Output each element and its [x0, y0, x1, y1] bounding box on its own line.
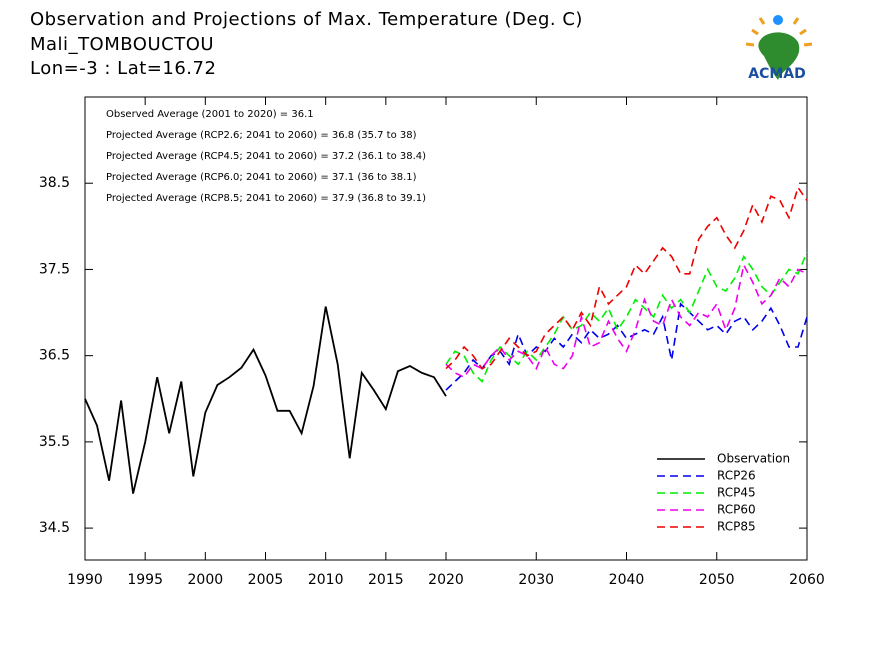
chart-subtitle: Mali_TOMBOUCTOU — [30, 34, 214, 55]
series-line — [445, 251, 808, 383]
series-line — [445, 185, 808, 370]
annotation: Projected Average (RCP6.0; 2041 to 2060)… — [106, 172, 417, 183]
y-tick-label: 36.5 — [39, 348, 70, 364]
annotation: Projected Average (RCP2.6; 2041 to 2060)… — [106, 130, 417, 141]
y-tick-label: 37.5 — [39, 261, 70, 277]
chart-location: Lon=-3 : Lat=16.72 — [30, 58, 216, 79]
legend-label: RCP45 — [717, 486, 756, 500]
legend-label: RCP60 — [717, 503, 756, 517]
annotation: Observed Average (2001 to 2020) = 36.1 — [106, 109, 314, 120]
y-tick-label: 35.5 — [39, 434, 70, 450]
x-tick-label: 2060 — [789, 572, 825, 588]
x-tick-label: 2020 — [428, 572, 464, 588]
plot-frame — [84, 96, 808, 561]
series-line — [445, 302, 808, 391]
series-line — [84, 306, 447, 494]
x-tick-label: 2000 — [188, 572, 224, 588]
x-tick-label: 1990 — [67, 572, 103, 588]
legend-label: RCP85 — [717, 520, 756, 534]
legend-label: Observation — [717, 452, 790, 466]
x-tick-label: 2030 — [518, 572, 554, 588]
chart-title: Observation and Projections of Max. Temp… — [30, 9, 583, 30]
x-tick-label: 2050 — [699, 572, 735, 588]
x-tick-label: 1995 — [127, 572, 163, 588]
y-tick-label: 38.5 — [39, 175, 70, 191]
x-tick-label: 2015 — [368, 572, 404, 588]
x-tick-label: 2010 — [308, 572, 344, 588]
annotation: Projected Average (RCP4.5; 2041 to 2060)… — [106, 151, 426, 162]
series-line — [445, 262, 808, 379]
logo-text: ACMAD — [748, 66, 806, 82]
x-tick-label: 2005 — [248, 572, 284, 588]
annotation: Projected Average (RCP8.5; 2041 to 2060)… — [106, 193, 426, 204]
legend-label: RCP26 — [717, 469, 756, 483]
x-tick-label: 2040 — [609, 572, 645, 588]
y-tick-label: 34.5 — [39, 520, 70, 536]
logo: ACMAD — [745, 15, 813, 82]
